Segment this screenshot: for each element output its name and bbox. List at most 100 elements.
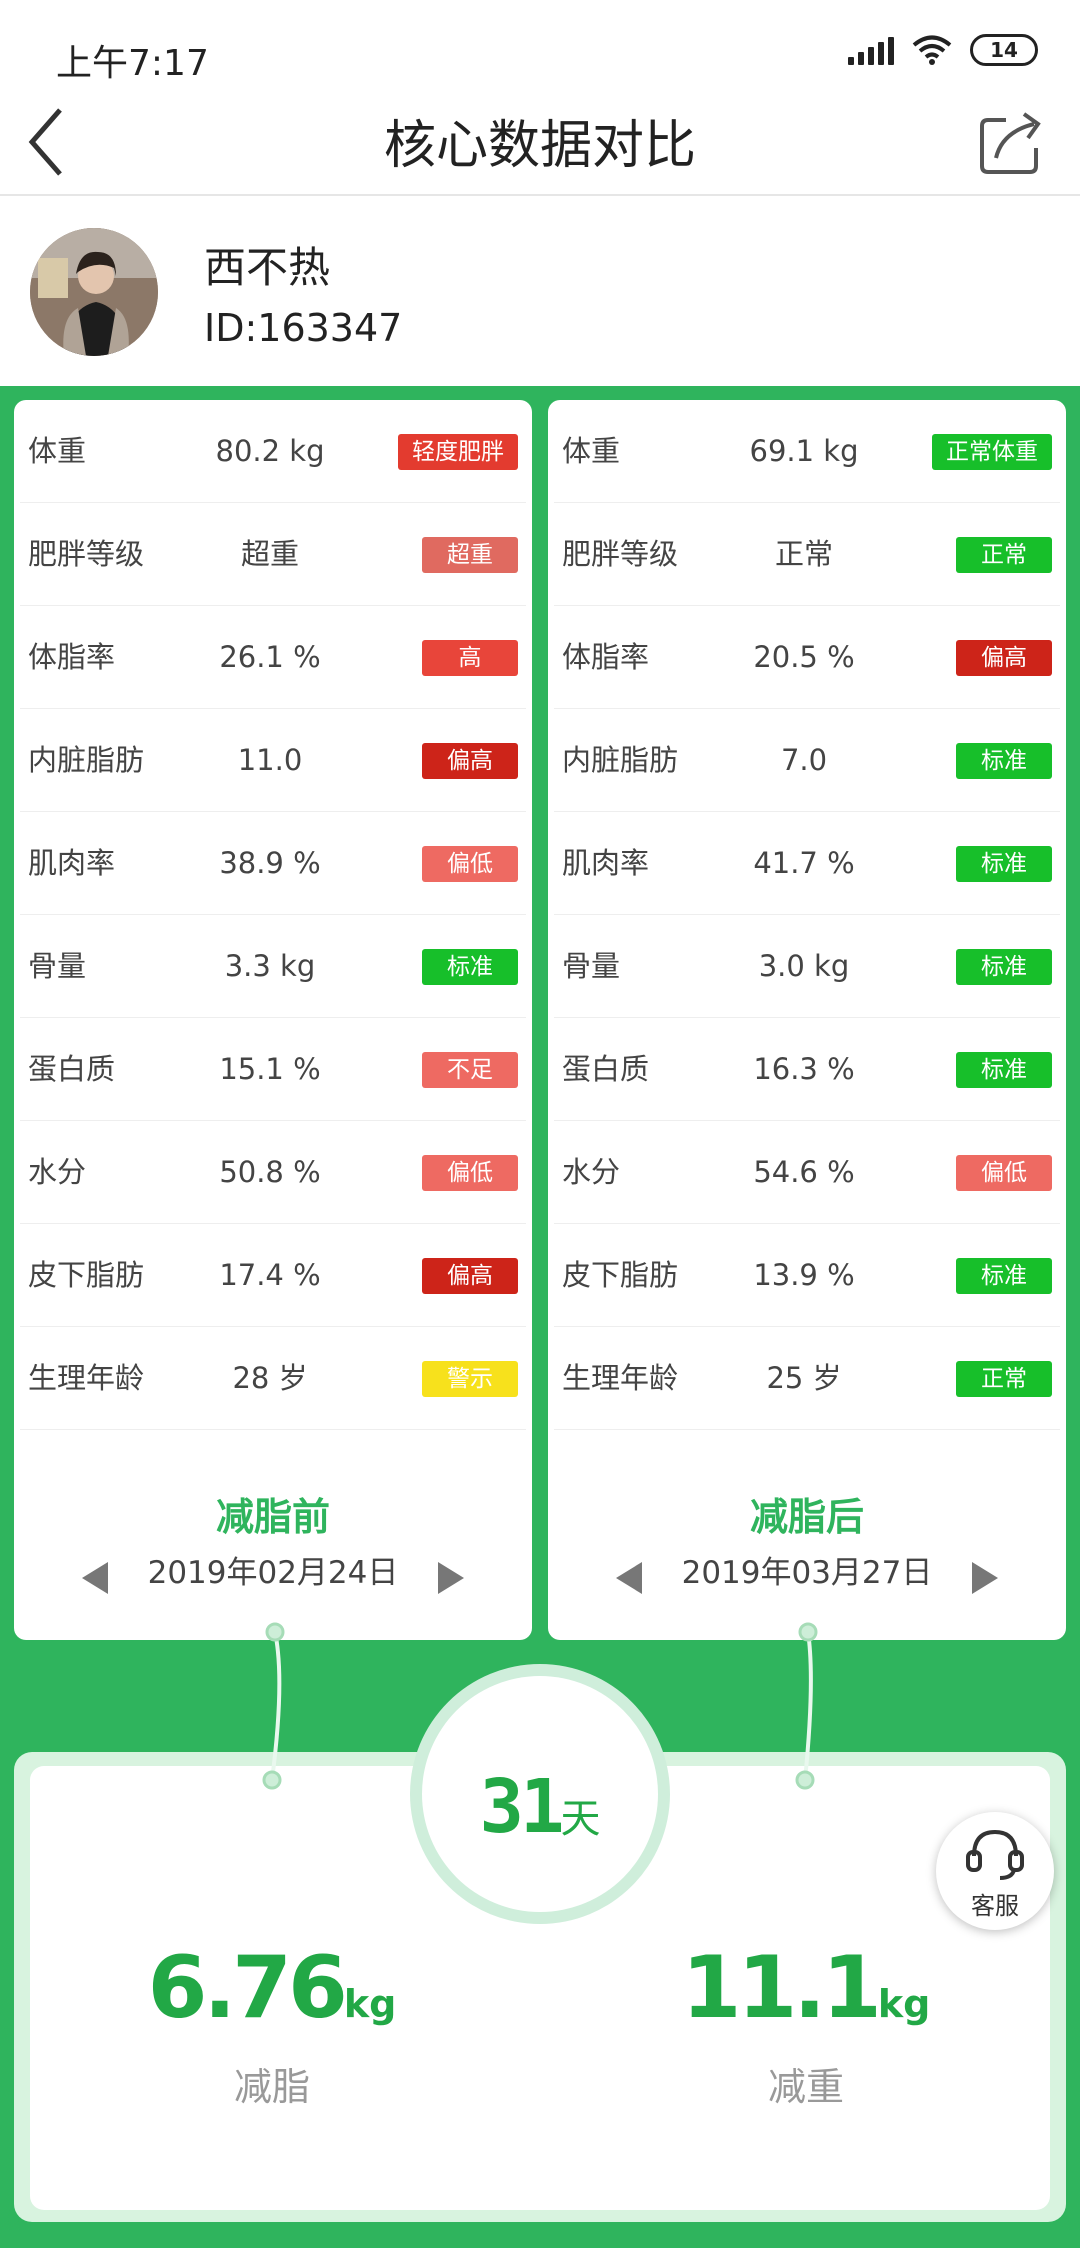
weight-loss-label: 减重: [767, 2065, 844, 2109]
fat-loss-value: 6.76: [147, 1938, 348, 2038]
weight-loss-stat: 11.1kg 减重: [616, 1938, 996, 2111]
status-badge: 标准: [956, 949, 1052, 985]
status-badge: 偏高: [422, 1258, 518, 1294]
before-date-row: 2019年02月24日: [14, 1548, 532, 1598]
metric-label: 蛋白质: [562, 1052, 650, 1086]
metric-label: 水分: [562, 1155, 621, 1189]
metric-label: 骨量: [562, 949, 621, 983]
headset-icon: [966, 1829, 1024, 1880]
metric-value: 17.4 %: [219, 1258, 321, 1292]
signal-icon: [848, 35, 894, 65]
metric-row: 体脂率 20.5 % 偏高: [554, 606, 1060, 709]
user-name: 西不热: [204, 243, 331, 292]
after-prev-arrow-icon[interactable]: [616, 1562, 642, 1594]
avatar[interactable]: [30, 228, 158, 356]
metric-value: 41.7 %: [753, 846, 855, 880]
metric-row: 肥胖等级 超重 超重: [20, 503, 526, 606]
metric-label: 肥胖等级: [562, 537, 679, 571]
after-next-arrow-icon[interactable]: [972, 1562, 998, 1594]
metric-value: 26.1 %: [219, 640, 321, 674]
fat-loss-unit: kg: [343, 1982, 397, 2026]
status-badge: 标准: [422, 949, 518, 985]
metric-row: 皮下脂肪 17.4 % 偏高: [20, 1224, 526, 1327]
metric-row: 生理年龄 28 岁 警示: [20, 1327, 526, 1430]
fat-loss-stat: 6.76kg 减脂: [82, 1938, 462, 2111]
metric-value: 15.1 %: [219, 1052, 321, 1086]
metric-row: 肌肉率 38.9 % 偏低: [20, 812, 526, 915]
metric-value: 28 岁: [232, 1361, 308, 1395]
metric-label: 皮下脂肪: [28, 1258, 145, 1292]
status-badge: 正常: [956, 537, 1052, 573]
metric-value: 3.3 kg: [224, 949, 316, 983]
metric-row: 蛋白质 15.1 % 不足: [20, 1018, 526, 1121]
metric-label: 蛋白质: [28, 1052, 116, 1086]
before-title: 减脂前: [215, 1495, 330, 1539]
metric-label: 肥胖等级: [28, 537, 145, 571]
before-next-arrow-icon[interactable]: [438, 1562, 464, 1594]
metric-row: 骨量 3.3 kg 标准: [20, 915, 526, 1018]
metric-value: 3.0 kg: [758, 949, 850, 983]
page-title: 核心数据对比: [383, 116, 696, 176]
share-icon[interactable]: [972, 102, 1052, 182]
status-badge: 正常: [956, 1361, 1052, 1397]
connector-lines: [262, 1622, 818, 1790]
after-date[interactable]: 2019年03月27日: [681, 1555, 933, 1591]
metric-row: 皮下脂肪 13.9 % 标准: [554, 1224, 1060, 1327]
status-badge: 偏高: [422, 743, 518, 779]
days-count: 31天: [410, 1764, 670, 1850]
status-badge: 不足: [422, 1052, 518, 1088]
metric-label: 生理年龄: [28, 1361, 145, 1395]
metric-label: 肌肉率: [562, 846, 650, 880]
before-prev-arrow-icon[interactable]: [82, 1562, 108, 1594]
metric-value: 50.8 %: [219, 1155, 321, 1189]
status-badge: 标准: [956, 846, 1052, 882]
wifi-icon: [912, 35, 952, 65]
status-badge: 标准: [956, 743, 1052, 779]
metric-value: 20.5 %: [753, 640, 855, 674]
metric-label: 皮下脂肪: [562, 1258, 679, 1292]
metric-row: 骨量 3.0 kg 标准: [554, 915, 1060, 1018]
back-arrow-icon[interactable]: [26, 102, 82, 182]
customer-service-button[interactable]: 客服: [936, 1812, 1054, 1930]
status-bar: 上午7:17 14: [0, 0, 1080, 96]
user-id: ID:163347: [204, 306, 403, 350]
status-badge: 警示: [422, 1361, 518, 1397]
weight-loss-value: 11.1: [681, 1938, 882, 2038]
after-title: 减脂后: [749, 1495, 864, 1539]
before-rows: 体重 80.2 kg 轻度肥胖 肥胖等级 超重 超重 体脂率 26.1 % 高内脏脂肪 11.0 偏…: [14, 400, 532, 1430]
metric-value: 54.6 %: [753, 1155, 855, 1189]
metric-row: 内脏脂肪 11.0 偏高: [20, 709, 526, 812]
metric-row: 肥胖等级 正常 正常: [554, 503, 1060, 606]
profile-section: 西不热 ID:163347: [0, 198, 1080, 386]
status-badge: 偏低: [422, 846, 518, 882]
after-rows: 体重 69.1 kg 正常体重 肥胖等级 正常 正常 体脂率 20.5 % 偏高 内脏脂肪 7.0 标…: [548, 400, 1066, 1430]
metric-value: 16.3 %: [753, 1052, 855, 1086]
after-date-row: 2019年03月27日: [548, 1548, 1066, 1598]
days-circle: [422, 1676, 658, 1912]
metric-label: 水分: [28, 1155, 87, 1189]
status-time: 上午7:17: [56, 43, 209, 84]
status-badge: 偏高: [956, 640, 1052, 676]
metric-value: 69.1 kg: [749, 434, 859, 468]
weight-loss-unit: kg: [877, 1982, 931, 2026]
metric-label: 体脂率: [28, 640, 116, 674]
status-badge: 标准: [956, 1052, 1052, 1088]
metric-row: 生理年龄 25 岁 正常: [554, 1327, 1060, 1430]
status-badge: 高: [422, 640, 518, 676]
before-date[interactable]: 2019年02月24日: [147, 1555, 399, 1591]
metric-value: 25 岁: [766, 1361, 842, 1395]
days-number: 31: [479, 1764, 564, 1850]
metric-label: 内脏脂肪: [562, 743, 679, 777]
metric-label: 肌肉率: [28, 846, 116, 880]
metric-row: 体脂率 26.1 % 高: [20, 606, 526, 709]
metric-value: 13.9 %: [753, 1258, 855, 1292]
metric-value: 超重: [240, 537, 299, 571]
status-badge: 标准: [956, 1258, 1052, 1294]
status-badge: 正常体重: [932, 434, 1052, 470]
before-card: 体重 80.2 kg 轻度肥胖 肥胖等级 超重 超重 体脂率 26.1 % 高内脏脂肪 11.0 偏…: [14, 400, 532, 1640]
metric-label: 骨量: [28, 949, 87, 983]
status-badge: 超重: [422, 537, 518, 573]
metric-value: 7.0: [780, 743, 828, 777]
after-card: 体重 69.1 kg 正常体重 肥胖等级 正常 正常 体脂率 20.5 % 偏高 内脏脂肪 7.0 标…: [548, 400, 1066, 1640]
metric-row: 内脏脂肪 7.0 标准: [554, 709, 1060, 812]
